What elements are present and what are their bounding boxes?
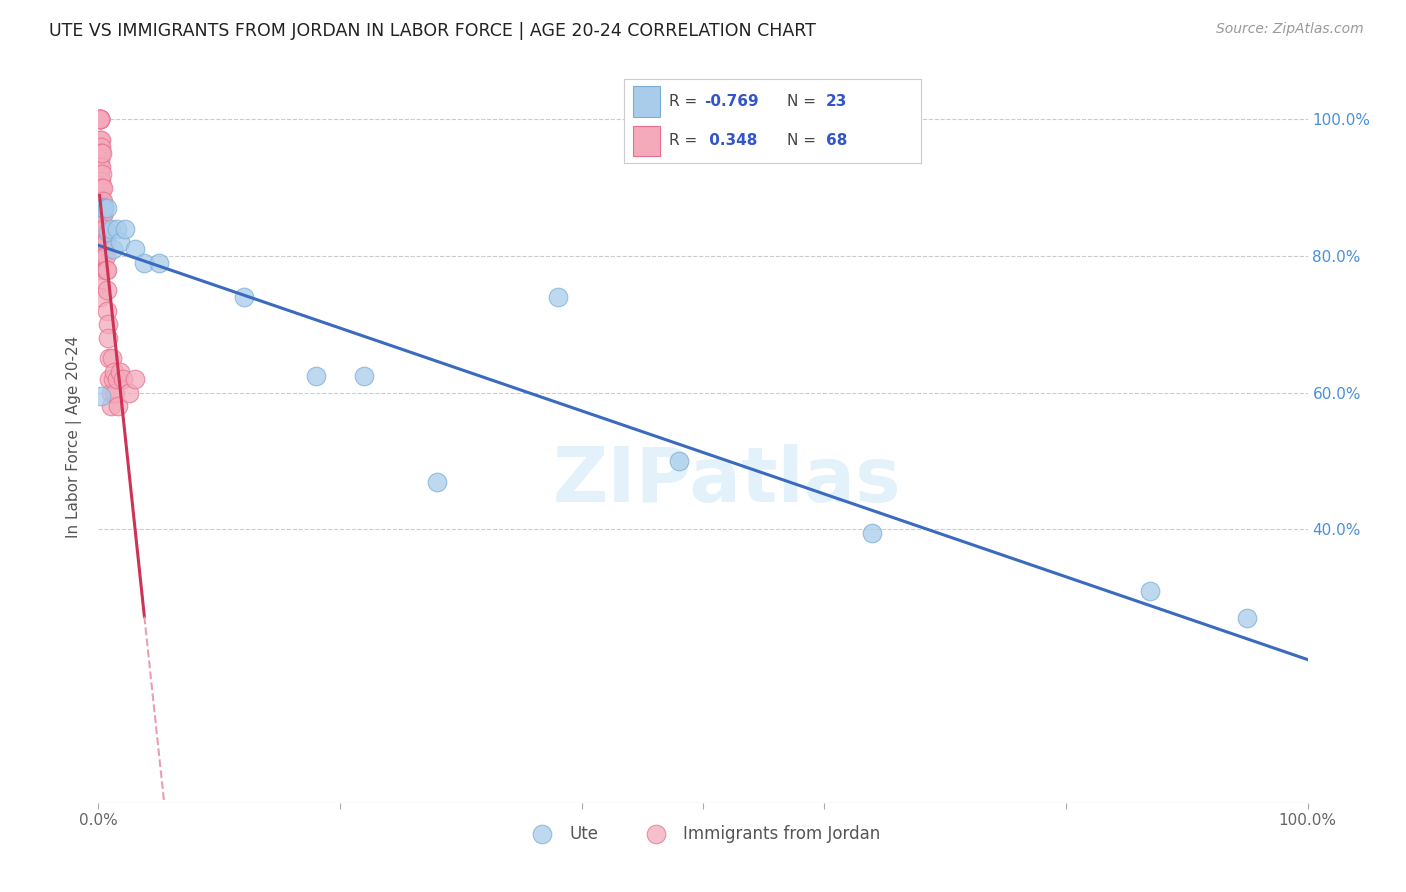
Point [91,201,114,215]
Point [89,146,111,161]
Text: ZIPatlas: ZIPatlas [553,444,901,518]
Point [91,180,114,194]
Point [89,112,111,127]
Point [100,351,122,366]
Point [93,249,115,263]
Point [90,160,112,174]
Point [114,221,136,235]
Point [426,475,449,489]
Point [108,365,131,379]
Point [353,368,375,383]
Point [100,221,122,235]
Point [101,372,124,386]
Point [98,351,121,366]
Point [91,167,114,181]
Point [111,372,134,386]
Point [93,221,115,235]
Point [305,368,328,383]
Point [89,112,111,127]
Point [89,160,111,174]
Point [105,221,128,235]
Point [90,133,112,147]
Point [89,235,111,250]
Point [89,262,111,277]
Point [124,242,146,256]
Point [90,139,112,153]
Point [91,235,114,250]
Point [124,372,146,386]
Point [89,180,111,194]
Point [89,153,111,168]
Point [104,385,127,400]
Point [91,208,114,222]
Point [90,235,112,250]
Point [93,235,115,250]
Point [118,385,141,400]
Point [98,372,121,386]
Point [547,290,569,304]
Point [91,208,114,222]
Point [94,262,117,277]
Point [90,194,112,209]
Point [89,112,111,127]
Point [97,225,120,239]
Point [96,201,118,215]
Point [90,221,112,235]
Point [89,277,111,291]
Point [90,389,112,403]
Point [1236,611,1258,625]
Point [97,331,120,345]
Point [101,242,124,256]
Point [91,249,114,263]
Point [91,180,114,194]
Text: Source: ZipAtlas.com: Source: ZipAtlas.com [1216,22,1364,37]
Text: UTE VS IMMIGRANTS FROM JORDAN IN LABOR FORCE | AGE 20-24 CORRELATION CHART: UTE VS IMMIGRANTS FROM JORDAN IN LABOR F… [49,22,815,40]
Point [91,146,114,161]
Point [89,208,111,222]
Point [91,249,114,263]
Point [90,174,112,188]
Point [91,194,114,209]
Point [94,249,117,263]
Point [97,318,120,332]
Point [91,221,114,235]
Point [134,256,156,270]
Point [1139,583,1161,598]
Point [90,146,112,161]
Point [96,303,118,318]
Point [103,365,125,379]
Point [91,194,114,209]
Legend: Ute, Immigrants from Jordan: Ute, Immigrants from Jordan [519,818,887,849]
Point [93,201,115,215]
Point [91,228,114,243]
Point [89,249,111,263]
Point [89,139,111,153]
Point [89,221,111,235]
Point [90,208,112,222]
Point [89,194,111,209]
Point [108,235,131,250]
Point [96,262,118,277]
Point [89,290,111,304]
Point [89,133,111,147]
Point [148,256,170,270]
Point [89,112,111,127]
Point [668,454,690,468]
Point [96,283,118,297]
Point [105,372,128,386]
Point [100,400,122,414]
Point [860,525,883,540]
Point [89,167,111,181]
Point [94,235,117,250]
Point [89,112,111,127]
Point [91,201,114,215]
Point [232,290,254,304]
Point [93,201,115,215]
Point [107,400,129,414]
Point [100,385,122,400]
Y-axis label: In Labor Force | Age 20-24: In Labor Force | Age 20-24 [66,336,83,538]
